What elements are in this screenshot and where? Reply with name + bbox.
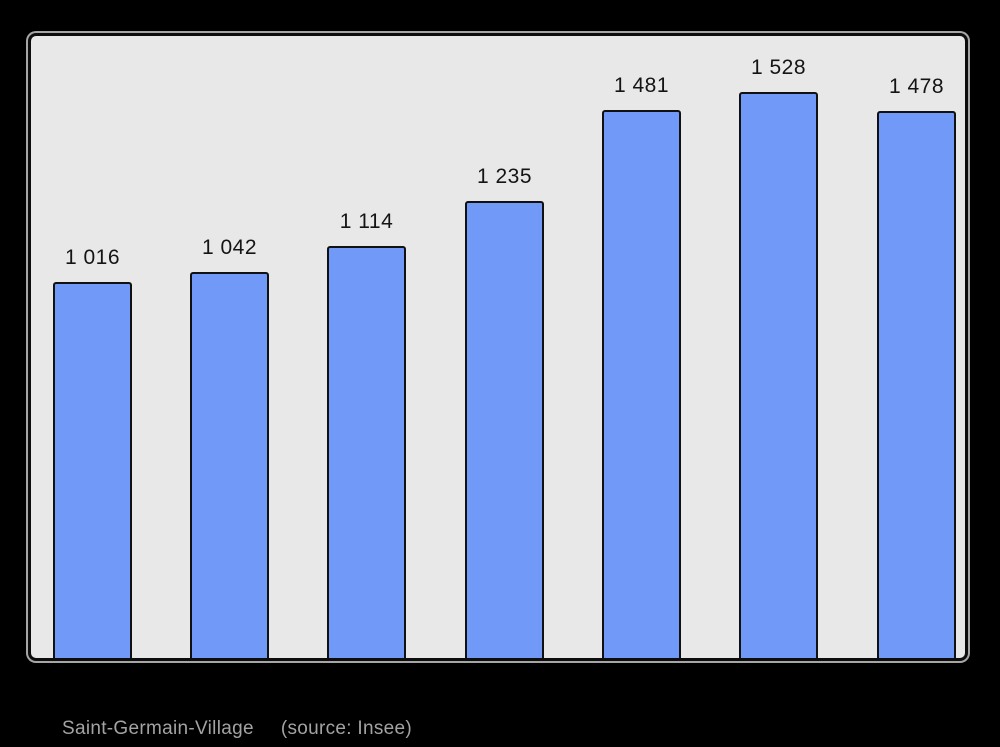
bar [53,282,132,658]
caption-source: (source: Insee) [280,718,413,739]
bar-value-label: 1 114 [339,210,394,233]
bar [465,201,544,658]
bar-value-label: 1 042 [201,236,258,259]
bar [190,272,269,658]
population-bar-chart: 1 016 1 042 1 114 1 235 1 481 1 528 1 478 [28,33,968,661]
bar [877,111,956,658]
bar [602,110,681,658]
bar-value-label: 1 478 [888,75,945,98]
caption-title: Saint-Germain-Village [62,718,254,739]
bar-value-label: 1 528 [750,56,807,79]
bar [739,92,818,658]
bar-value-label: 1 481 [613,74,670,97]
plot-area: 1 016 1 042 1 114 1 235 1 481 1 528 1 478 [31,36,965,658]
bar [327,246,406,658]
bar-value-label: 1 235 [476,165,533,188]
bar-value-label: 1 016 [64,246,121,269]
caption: Saint-Germain-Village (source: Insee) [62,718,412,740]
